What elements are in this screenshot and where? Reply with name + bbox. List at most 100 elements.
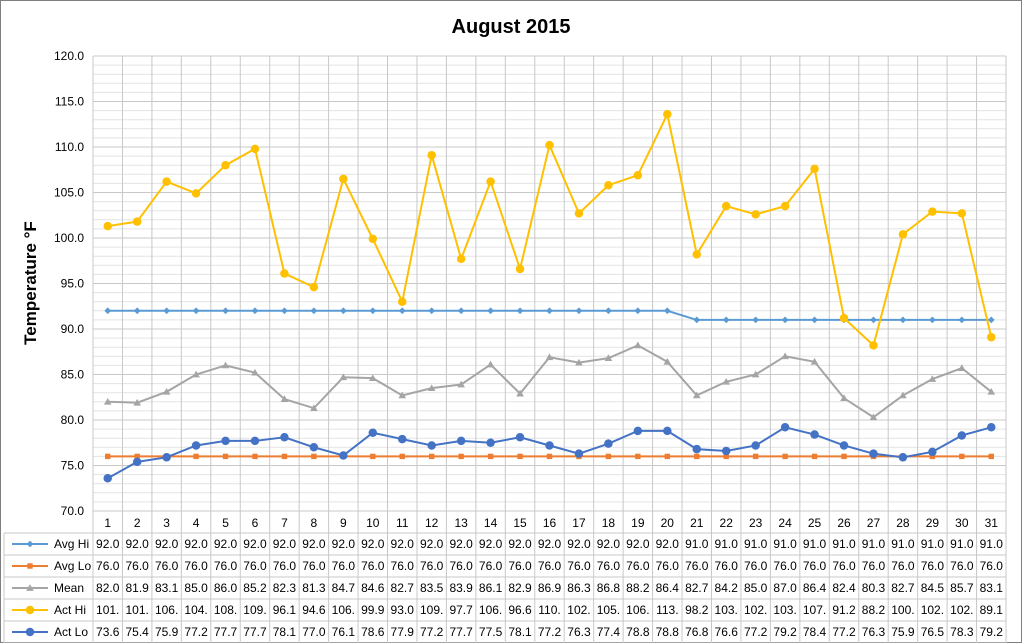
data-point: [281, 307, 288, 315]
table-cell: 82.7: [891, 581, 915, 595]
table-cell: 106.: [332, 603, 355, 617]
legend-marker: [26, 540, 34, 548]
table-cell: 81.3: [302, 581, 326, 595]
data-point: [104, 307, 112, 315]
data-point: [339, 451, 348, 460]
data-point: [722, 316, 730, 324]
data-point: [427, 441, 436, 450]
data-point: [575, 307, 583, 315]
data-point: [635, 453, 641, 460]
data-point: [841, 453, 847, 460]
data-point: [368, 428, 378, 437]
table-cell: 106.: [155, 603, 178, 617]
x-tick-label: 17: [572, 516, 586, 530]
table-cell: 76.0: [567, 559, 591, 573]
table-cell: 91.0: [744, 537, 768, 551]
table-cell: 85.0: [744, 581, 768, 595]
data-point: [781, 352, 789, 360]
y-tick-label: 120.0: [54, 49, 84, 63]
table-cell: 78.6: [361, 625, 385, 639]
table-cell: 101.: [96, 603, 119, 617]
x-tick-label: 25: [808, 516, 822, 530]
table-cell: 73.6: [96, 625, 120, 639]
table-cell: 75.4: [125, 625, 149, 639]
table-cell: 86.8: [597, 581, 621, 595]
table-cell: 94.6: [302, 603, 326, 617]
table-cell: 76.0: [96, 559, 120, 573]
table-cell: 76.0: [508, 559, 532, 573]
data-point: [162, 177, 171, 186]
table-cell: 76.0: [214, 559, 238, 573]
table-cell: 98.2: [685, 603, 709, 617]
x-tick-label: 9: [340, 516, 347, 530]
data-point: [663, 426, 672, 436]
table-cell: 91.0: [832, 537, 856, 551]
table-cell: 103.: [715, 603, 738, 617]
data-point: [457, 307, 465, 315]
data-point: [456, 254, 466, 264]
table-cell: 92.0: [184, 537, 208, 551]
data-point: [517, 453, 523, 460]
x-tick-label: 22: [720, 516, 734, 530]
table-cell: 77.2: [538, 625, 562, 639]
x-tick-label: 14: [484, 516, 498, 530]
data-point: [191, 441, 201, 450]
data-point: [458, 453, 464, 460]
data-point: [370, 453, 376, 460]
data-point: [368, 234, 378, 244]
data-point: [545, 353, 554, 361]
data-point: [192, 370, 200, 378]
data-point: [633, 426, 643, 436]
data-point: [516, 389, 524, 397]
table-cell: 76.0: [332, 559, 356, 573]
data-point: [928, 207, 937, 216]
data-point: [811, 316, 818, 324]
table-cell: 106.: [626, 603, 649, 617]
y-tick-label: 110.0: [55, 140, 84, 154]
data-point: [869, 449, 878, 458]
table-cell: 82.3: [273, 581, 297, 595]
table-cell: 92.0: [538, 537, 562, 551]
series-plot: [103, 109, 996, 483]
data-point: [604, 354, 613, 361]
table-cell: 92.0: [273, 537, 297, 551]
data-point: [692, 391, 701, 399]
data-point: [663, 307, 671, 315]
table-cell: 76.3: [567, 625, 591, 639]
table-cell: 109.: [243, 603, 266, 617]
data-point: [781, 316, 789, 324]
table-cell: 78.1: [273, 625, 297, 639]
table-cell: 85.2: [243, 581, 267, 595]
data-point: [987, 423, 996, 432]
table-cell: 86.9: [538, 581, 562, 595]
data-point: [693, 316, 701, 324]
data-point: [280, 433, 289, 442]
data-point: [368, 374, 377, 382]
y-tick-label: 115.0: [55, 95, 84, 109]
data-point: [957, 431, 967, 440]
table-cell: 76.0: [950, 559, 974, 573]
table-cell: 107.: [803, 603, 826, 617]
chart-title: August 2015: [452, 16, 571, 38]
table-cell: 97.7: [449, 603, 473, 617]
x-tick-label: 30: [955, 516, 969, 530]
data-point: [309, 443, 319, 452]
data-point: [782, 453, 788, 460]
table-cell: 86.1: [479, 581, 503, 595]
table-cell: 92.0: [243, 537, 267, 551]
table-cell: 108.: [214, 603, 237, 617]
table-cell: 76.0: [302, 559, 326, 573]
table-cell: 84.7: [332, 581, 356, 595]
data-point: [163, 307, 171, 315]
table-cell: 76.0: [773, 559, 797, 573]
table-cell: 82.0: [96, 581, 120, 595]
x-tick-label: 20: [661, 516, 675, 530]
table-cell: 80.3: [862, 581, 886, 595]
y-tick-label: 105.0: [54, 186, 84, 200]
data-point: [428, 453, 435, 460]
x-tick-label: 1: [104, 516, 111, 530]
table-cell: 113.: [656, 603, 678, 617]
table-cell: 77.7: [449, 625, 473, 639]
table-cell: 76.0: [980, 559, 1004, 573]
table-cell: 77.2: [420, 625, 444, 639]
